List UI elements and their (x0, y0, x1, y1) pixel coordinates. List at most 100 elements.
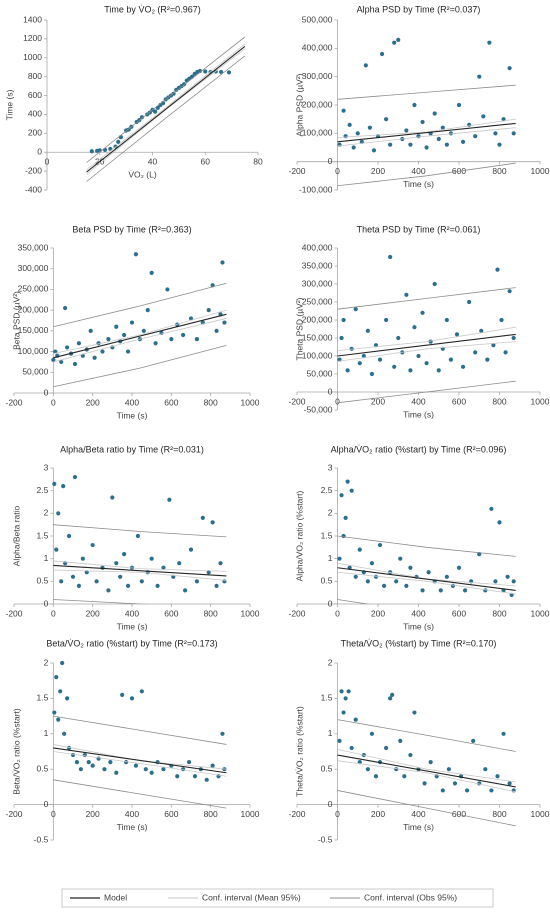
obs-lower-line (86, 55, 246, 182)
data-point (377, 357, 383, 362)
data-point (149, 770, 154, 775)
data-point (149, 270, 154, 275)
data-point (511, 335, 516, 341)
data-point (52, 481, 57, 486)
data-point (420, 119, 425, 125)
data-point (204, 777, 209, 782)
x-tick-label: 80 (253, 156, 263, 166)
data-point (444, 574, 449, 579)
data-point (353, 574, 358, 579)
data-point (398, 556, 403, 561)
y-tick-label: 400,000 (302, 43, 333, 53)
data-point (100, 349, 105, 354)
x-tick-label: 400 (411, 166, 425, 176)
y-tick-label: 1 (44, 728, 49, 738)
data-point (133, 252, 139, 257)
data-point (353, 307, 358, 312)
model-line (53, 747, 227, 774)
data-point (408, 142, 413, 147)
data-point (416, 353, 421, 359)
y-tick-label: 0 (328, 799, 333, 809)
data-point (428, 339, 433, 344)
data-point (188, 316, 194, 321)
data-point (377, 542, 383, 548)
y-tick-label: 2 (328, 508, 333, 518)
data-point (349, 745, 354, 751)
x-tick-label: 800 (204, 809, 218, 819)
data-point (456, 102, 462, 108)
obs-upper-line (53, 524, 227, 538)
data-point (345, 479, 350, 484)
data-point (440, 788, 445, 793)
data-point (197, 68, 203, 74)
obs-upper-line (337, 84, 516, 100)
data-point (408, 752, 413, 758)
panel: Time by V̇O₂ (R²=0.967)0 20 40 60 80-400-200… (4, 4, 263, 194)
y-axis-title: Theta PSD (µV²) (294, 297, 304, 360)
data-point (92, 355, 97, 360)
data-point (347, 122, 352, 127)
x-tick-label: 0 (51, 608, 56, 618)
y-tick-label: -50,000 (304, 404, 333, 414)
obs-upper-line (86, 36, 246, 163)
data-point (412, 710, 417, 715)
data-point (507, 781, 512, 786)
data-point (412, 325, 417, 330)
data-point (426, 570, 431, 575)
x-axis-title: V̇O₂ (L) (128, 169, 157, 179)
data-point (440, 125, 445, 130)
data-point (357, 547, 362, 552)
data-point (139, 689, 144, 694)
data-point (493, 131, 498, 136)
data-point (124, 760, 129, 765)
data-point (369, 731, 375, 736)
y-tick-label: -400 (25, 184, 42, 194)
y-tick-label: 300,000 (302, 71, 333, 81)
y-tick-label: 3 (328, 462, 333, 472)
data-point (392, 40, 397, 45)
y-tick-label: 400,000 (302, 242, 333, 252)
data-point (210, 763, 215, 768)
panel-title: Alpha/Beta ratio by Time (R²=0.031) (60, 444, 204, 454)
data-point (102, 767, 107, 772)
data-point (454, 332, 460, 337)
data-point (106, 337, 111, 342)
x-tick-label: 600 (164, 608, 178, 618)
x-tick-label: 1000 (531, 809, 550, 819)
mean-upper-line (337, 562, 516, 587)
y-tick-label: 150,000 (18, 325, 49, 335)
data-point (448, 131, 453, 136)
y-tick-label: 100,000 (302, 128, 333, 138)
data-point (114, 561, 119, 566)
data-point (153, 109, 158, 114)
data-point (210, 520, 215, 525)
data-point (462, 588, 468, 593)
y-tick-label: 0.5 (321, 763, 333, 773)
data-point (404, 292, 409, 297)
x-tick-label: 1000 (241, 397, 260, 407)
data-point (214, 328, 219, 333)
x-tick-label: 1000 (531, 166, 550, 176)
data-point (388, 142, 393, 147)
data-point (181, 767, 186, 772)
data-point (460, 364, 466, 369)
x-tick-label: 600 (452, 396, 466, 406)
data-point (501, 117, 506, 122)
data-point (341, 108, 346, 113)
data-point (59, 359, 64, 365)
y-tick-label: 250,000 (18, 284, 49, 294)
data-point (56, 511, 61, 516)
data-point (54, 675, 59, 680)
data-point (155, 583, 160, 588)
x-tick-label: 1000 (531, 396, 550, 406)
x-tick-label: 1000 (241, 608, 260, 618)
x-tick-label: 800 (204, 397, 218, 407)
data-point (432, 281, 437, 287)
data-point (505, 574, 510, 579)
legend-label: Model (104, 892, 127, 902)
data-point (495, 774, 500, 779)
x-tick-label: 600 (452, 809, 466, 819)
y-tick-label: 3 (44, 462, 49, 472)
data-point (214, 583, 219, 588)
model-line (53, 313, 227, 359)
